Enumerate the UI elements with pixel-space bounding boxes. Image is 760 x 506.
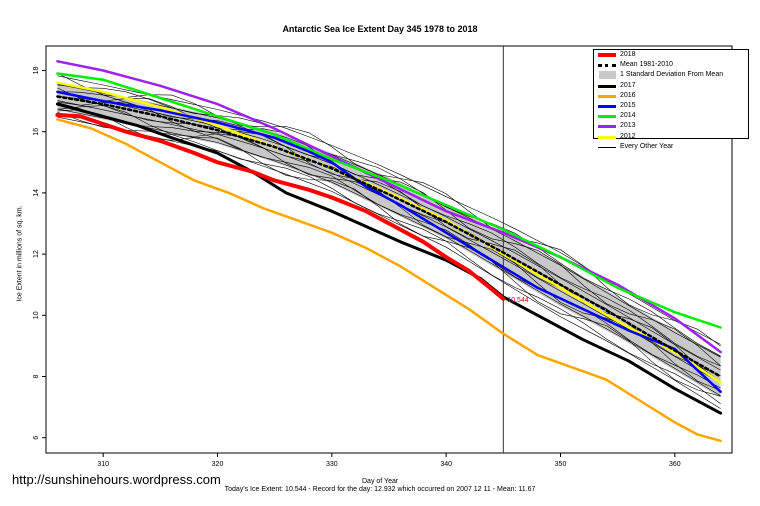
legend-label: 1 Standard Deviation From Mean (620, 71, 724, 79)
legend-swatch (598, 125, 616, 129)
every-other-year-line (57, 102, 721, 389)
series-line-2017 (55, 102, 723, 415)
x-tick-label: 360 (669, 461, 681, 468)
current-value-label: 10.544 (507, 297, 529, 304)
legend-item-other: Every Other Year (594, 142, 748, 152)
legend-item-std: 1 Standard Deviation From Mean (594, 70, 748, 80)
legend-label: 2012 (620, 132, 636, 140)
watermark-url: http://sunshinehours.wordpress.com (12, 472, 221, 487)
legend-label: 2017 (620, 81, 636, 89)
x-tick-label: 310 (97, 461, 109, 468)
legend-swatch (599, 71, 616, 80)
series-line-2018 (55, 112, 506, 301)
legend-item-2013: 2013 (594, 121, 748, 131)
y-tick-label: 14 (33, 189, 40, 197)
every-other-year-line (57, 109, 721, 397)
chart-title: Antarctic Sea Ice Extent Day 345 1978 to… (282, 24, 478, 34)
legend-label: Mean 1981-2010 (620, 61, 673, 69)
legend-label: 2014 (620, 112, 636, 120)
x-tick-label: 350 (555, 461, 567, 468)
every-other-year-line (57, 91, 721, 367)
every-other-year-line (57, 111, 721, 405)
x-tick-label: 330 (326, 461, 338, 468)
legend-swatch (598, 53, 616, 57)
footer-stats: Today's Ice Extent: 10.544 - Record for … (224, 486, 536, 493)
legend-label: 2015 (620, 101, 636, 109)
series-line-mean-1981-2010 (56, 95, 722, 378)
legend-item-2017: 2017 (594, 81, 748, 91)
legend-swatch (598, 135, 616, 139)
y-tick-label: 18 (33, 66, 40, 74)
series-line-2016 (56, 118, 722, 443)
legend: 2018 Mean 1981-2010 1 Standard Deviation… (593, 49, 749, 150)
legend-swatch (598, 115, 616, 119)
y-axis-label: Ice Extent in millions of sq. km. (16, 205, 24, 302)
series-line-2015 (56, 90, 722, 394)
legend-swatch (598, 94, 616, 98)
every-other-year-line (57, 116, 721, 409)
series-line-2013 (56, 60, 722, 354)
legend-swatch (598, 64, 616, 68)
legend-label: 2013 (620, 122, 636, 130)
series-line-2012 (56, 81, 722, 384)
every-other-year-line (57, 92, 721, 371)
y-tick-label: 10 (33, 311, 40, 319)
legend-swatch (598, 146, 616, 148)
legend-swatch (598, 104, 616, 108)
x-axis-label: Day of Year (362, 478, 399, 485)
y-tick-label: 6 (33, 436, 40, 440)
legend-item-2016: 2016 (594, 91, 748, 101)
legend-item-mean: Mean 1981-2010 (594, 60, 748, 70)
every-other-year-line (57, 108, 721, 397)
legend-item-2014: 2014 (594, 111, 748, 121)
every-other-year-line (57, 101, 721, 382)
legend-label: 2018 (620, 51, 636, 58)
y-tick-label: 16 (33, 128, 40, 136)
legend-item-2015: 2015 (594, 101, 748, 111)
legend-label: Every Other Year (620, 142, 674, 150)
series-line-2014 (56, 72, 722, 329)
every-other-year-line (57, 84, 721, 357)
plot-frame (45, 45, 733, 454)
legend-swatch (598, 84, 616, 88)
y-tick-label: 12 (33, 250, 40, 258)
x-tick-label: 340 (440, 461, 452, 468)
y-tick-label: 8 (33, 374, 40, 378)
legend-item-2018: 2018 (594, 50, 748, 60)
legend-label: 2016 (620, 91, 636, 99)
x-tick-label: 320 (212, 461, 224, 468)
every-other-year-line (57, 72, 721, 347)
legend-item-2012: 2012 (594, 132, 748, 142)
